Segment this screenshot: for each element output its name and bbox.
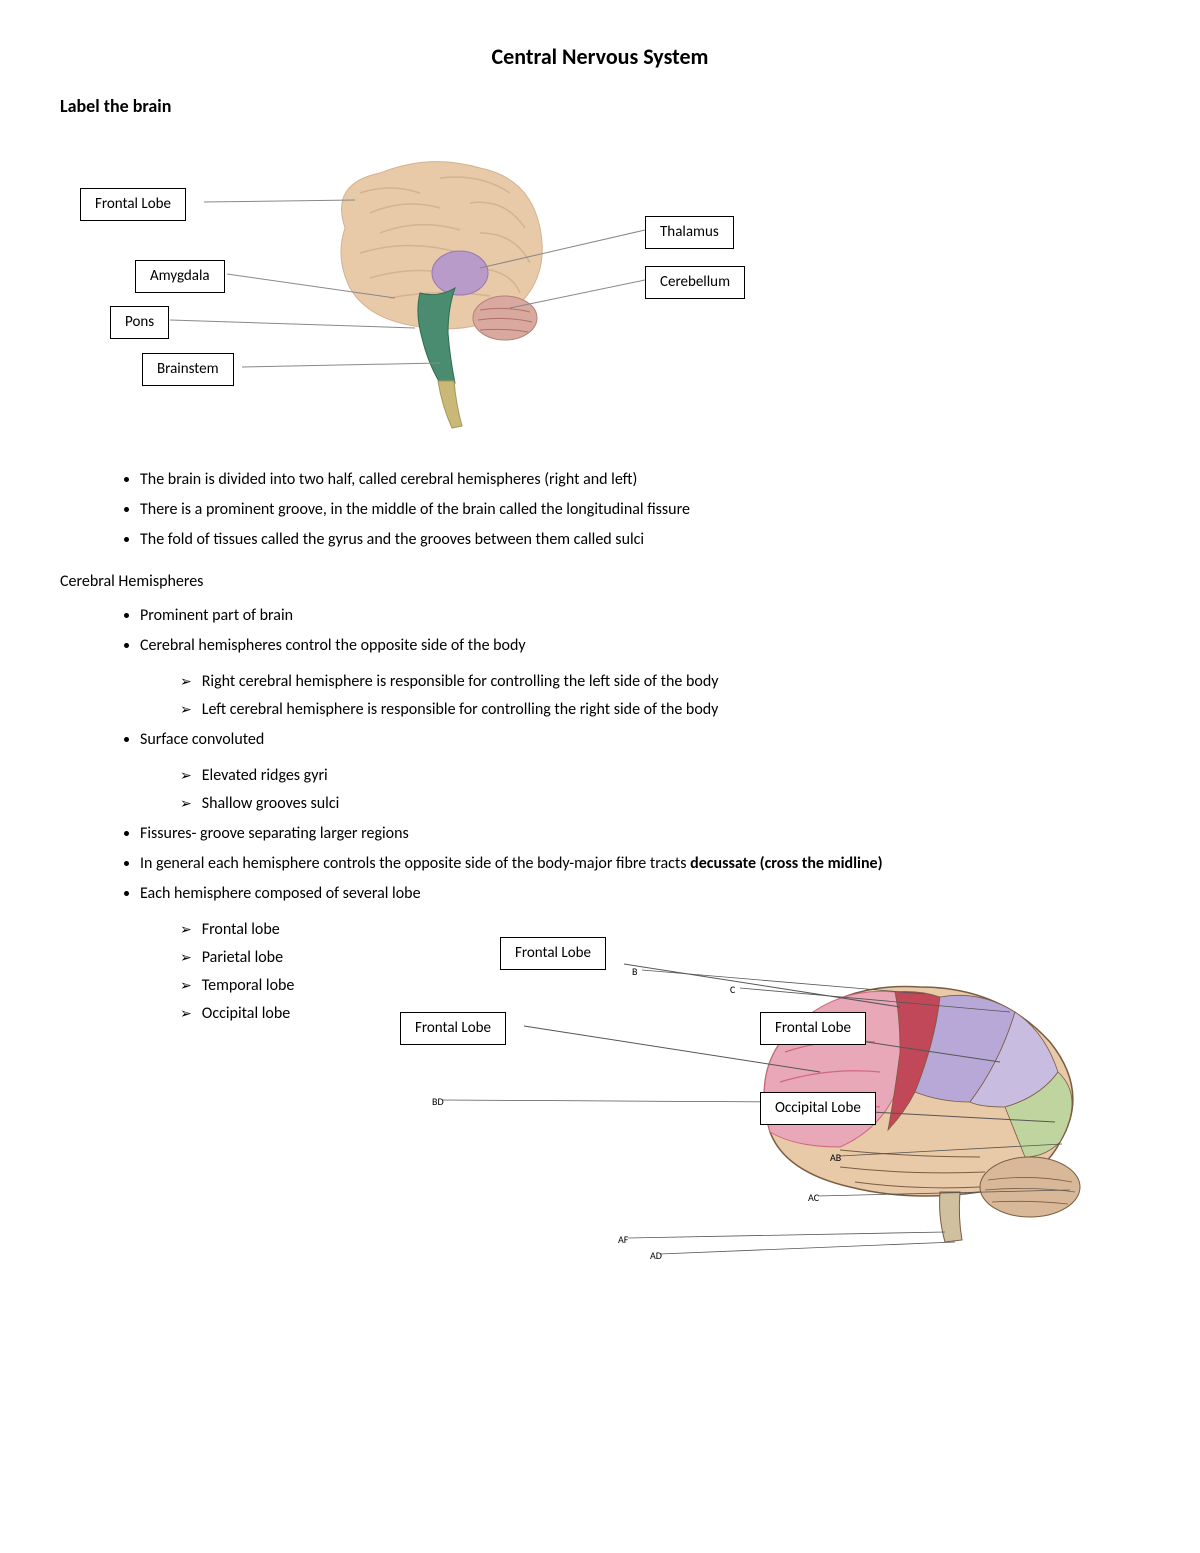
section-label-brain: Label the brain [60,93,1140,120]
text-span: In general each hemisphere controls the … [140,854,690,873]
brain-diagram-1: Frontal Lobe Amygdala Pons Brainstem Thalamu… [60,138,880,438]
diagram-code: AB [830,1150,841,1165]
diagram-label: Frontal Lobe [760,1012,866,1045]
list-item: Right cerebral hemisphere is responsible… [180,670,1140,694]
hemisphere-list-2: Surface convoluted [140,728,1140,752]
list-item: Each hemisphere composed of several lobe [140,882,1140,906]
diagram-label: Frontal Lobe [400,1012,506,1045]
hemisphere-sublist-2: Elevated ridges gyri Shallow grooves sul… [180,764,1140,816]
list-item: Surface convoluted [140,728,1140,752]
bold-term: decussate (cross the midline) [690,854,882,873]
diagram-label: Brainstem [142,353,234,386]
hemisphere-sublist-1: Right cerebral hemisphere is responsible… [180,670,1140,722]
diagram-code: C [730,982,735,997]
list-item: The fold of tissues called the gyrus and… [140,528,1140,552]
hemisphere-list-3: Fissures- groove separating larger regio… [140,822,1140,906]
section-cerebral-hemispheres: Cerebral Hemispheres [60,570,1140,594]
page-title: Central Nervous System [60,40,1140,73]
diagram-code: B [632,964,637,979]
diagram-code: AF [618,1232,628,1247]
diagram-label: Cerebellum [645,266,745,299]
list-item: Prominent part of brain [140,604,1140,628]
list-item: Shallow grooves sulci [180,792,1140,816]
facts-list-1: The brain is divided into two half, call… [140,468,1140,552]
list-item: Cerebral hemispheres control the opposit… [140,634,1140,658]
diagram-code: AD [650,1248,662,1263]
list-item: Left cerebral hemisphere is responsible … [180,698,1140,722]
brain-diagram-2: Frontal Lobe Frontal Lobe Frontal Lobe Occi… [360,932,1200,1282]
list-item: There is a prominent groove, in the midd… [140,498,1140,522]
list-item: The brain is divided into two half, call… [140,468,1140,492]
diagram-label: Frontal Lobe [500,937,606,970]
list-item: In general each hemisphere controls the … [140,852,1140,876]
diagram-code: BD [432,1094,444,1109]
diagram-label: Thalamus [645,216,734,249]
list-item: Elevated ridges gyri [180,764,1140,788]
hemisphere-list: Prominent part of brain Cerebral hemisph… [140,604,1140,658]
diagram-code: AC [808,1190,819,1205]
diagram-label: Occipital Lobe [760,1092,876,1125]
list-item: Fissures- groove separating larger regio… [140,822,1140,846]
diagram-label: Amygdala [135,260,225,293]
diagram-label: Frontal Lobe [80,188,186,221]
diagram-label: Pons [110,306,169,339]
